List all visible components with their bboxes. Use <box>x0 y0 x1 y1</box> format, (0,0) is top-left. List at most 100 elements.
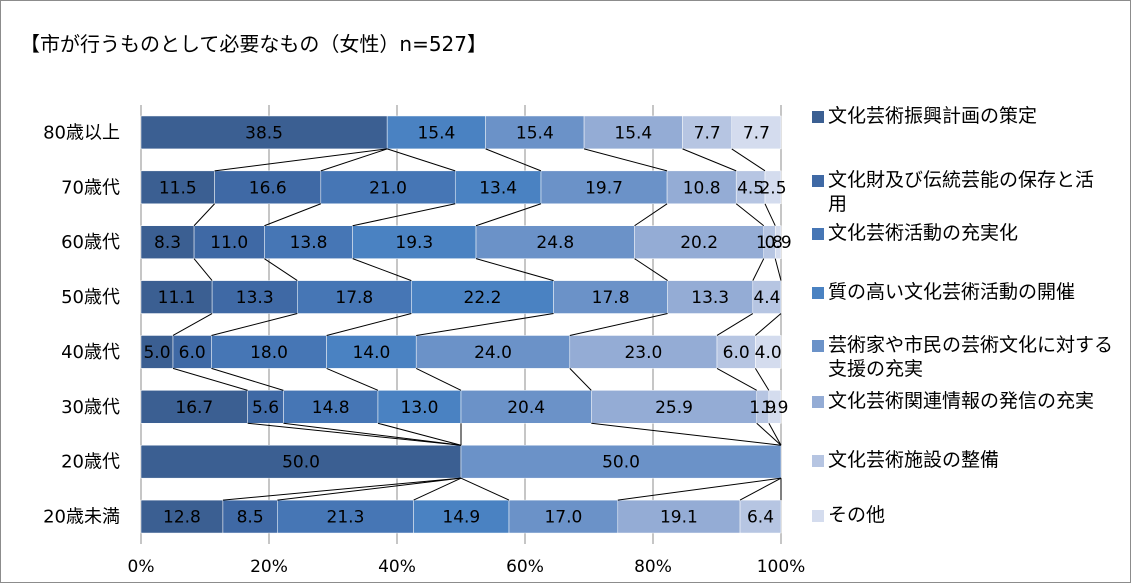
legend-item: 文化芸術振興計画の策定 <box>812 104 1112 128</box>
data-label: 21.3 <box>327 508 365 528</box>
data-label: 12.8 <box>163 508 201 528</box>
series-lines <box>172 148 782 501</box>
series-line <box>172 367 248 391</box>
legend-swatch <box>812 340 824 352</box>
data-label: 11.0 <box>210 233 248 253</box>
data-label: 4.5 <box>737 178 764 198</box>
bar-segment <box>283 390 379 424</box>
bar-segment <box>377 390 462 424</box>
bar-segment <box>735 170 766 205</box>
legend-swatch <box>812 175 824 187</box>
bar-segment <box>140 115 388 150</box>
series-line <box>569 368 592 391</box>
bar-segment <box>682 115 733 150</box>
series-line <box>485 148 542 172</box>
legend-label: 文化芸術振興計画の策定 <box>828 105 1038 127</box>
series-line <box>264 258 298 282</box>
series-line <box>591 422 782 446</box>
data-label: 13.0 <box>401 398 439 418</box>
series-line <box>320 148 388 172</box>
data-label: 15.4 <box>614 123 652 143</box>
bar-segment <box>297 280 412 314</box>
data-label: 24.8 <box>536 233 574 253</box>
chart-title: 【市が行うものとして必要なもの（女性）n=527】 <box>20 32 488 56</box>
chart-plot: 0% 20% 40% 60% 80% 100% 80歳以上 70歳代 60歳代 50歳代 40歳代 3… <box>43 105 805 577</box>
data-label: 11.1 <box>158 288 196 308</box>
data-label: 13.3 <box>691 288 729 308</box>
bar-segment <box>140 444 462 479</box>
series-line <box>735 203 765 227</box>
bar-segment <box>140 390 248 424</box>
series-line <box>211 367 284 391</box>
data-label: 18.0 <box>250 343 288 363</box>
series-line <box>617 477 782 501</box>
bar-segment <box>716 335 756 369</box>
bar-segment <box>211 335 327 369</box>
data-label: 7.7 <box>694 123 721 143</box>
data-label: 5.0 <box>143 343 170 363</box>
category-label: 40歳代 <box>61 342 120 363</box>
bar-segment <box>475 225 635 259</box>
data-label: 4.0 <box>755 343 782 363</box>
bar-segment <box>739 499 782 534</box>
data-label: 24.0 <box>474 343 512 363</box>
data-label: 0.9 <box>765 233 792 253</box>
bar-segment <box>214 170 322 205</box>
legend-label: 文化財及び伝統芸能の保存と活用 <box>828 169 1095 215</box>
bar-segment <box>140 170 215 205</box>
bar-segment <box>277 499 414 534</box>
bar-segment <box>264 225 353 259</box>
series-line <box>634 258 668 282</box>
bar-segment <box>540 170 668 205</box>
data-label: 8.5 <box>237 508 264 528</box>
bar-segment <box>454 170 542 205</box>
data-label: 1.9 <box>761 398 788 418</box>
bar-segment <box>666 170 737 205</box>
data-label: 15.4 <box>417 123 455 143</box>
data-label: 1.9 <box>749 398 776 418</box>
legend-item: 文化芸術活動の充実化 <box>812 221 1112 245</box>
category-label: 70歳代 <box>61 177 120 198</box>
data-label: 14.0 <box>352 343 390 363</box>
series-line <box>739 477 782 501</box>
series-line <box>247 422 462 446</box>
data-label: 19.1 <box>660 508 698 528</box>
data-label: 6.0 <box>179 343 206 363</box>
bar-segment <box>140 499 224 534</box>
category-label: 30歳代 <box>61 397 120 418</box>
bar-segment <box>140 335 174 369</box>
data-label: 15.4 <box>516 123 554 143</box>
bar-segment <box>140 280 213 314</box>
category-label: 20歳代 <box>61 452 120 473</box>
data-label: 6.0 <box>723 343 750 363</box>
series-line <box>583 148 668 172</box>
legend-item: 文化芸術施設の整備 <box>812 448 1112 472</box>
series-line <box>352 258 412 282</box>
data-label: 14.9 <box>442 508 480 528</box>
data-label: 4.4 <box>753 288 780 308</box>
bar-segment <box>172 335 212 369</box>
category-label: 80歳以上 <box>43 122 120 143</box>
series-line <box>377 422 462 446</box>
legend-label: その他 <box>828 504 886 526</box>
data-label: 13.4 <box>479 178 517 198</box>
data-labels: 38.5 15.4 15.4 15.4 7.7 7.7 11.5 16.6 21.0 13.4 19… <box>143 123 791 527</box>
bar-segment <box>326 335 417 369</box>
legend-label: 文化芸術活動の充実化 <box>828 222 1019 244</box>
bar-segment <box>415 335 571 369</box>
data-label: 7.7 <box>743 123 770 143</box>
data-label: 23.0 <box>624 343 662 363</box>
data-label: 16.6 <box>249 178 287 198</box>
data-label: 19.3 <box>395 233 433 253</box>
bar-segment <box>211 280 298 314</box>
legend-swatch <box>812 287 824 299</box>
legend-swatch <box>812 228 824 240</box>
bar-segment <box>634 225 764 259</box>
legend-item: 質の高い文化芸術活動の開催 <box>812 280 1112 304</box>
series-line <box>460 477 510 501</box>
series-line <box>326 313 412 336</box>
data-label: 50.0 <box>282 453 320 473</box>
series-line <box>755 313 782 336</box>
data-label: 38.5 <box>245 123 283 143</box>
series-line <box>326 367 379 391</box>
